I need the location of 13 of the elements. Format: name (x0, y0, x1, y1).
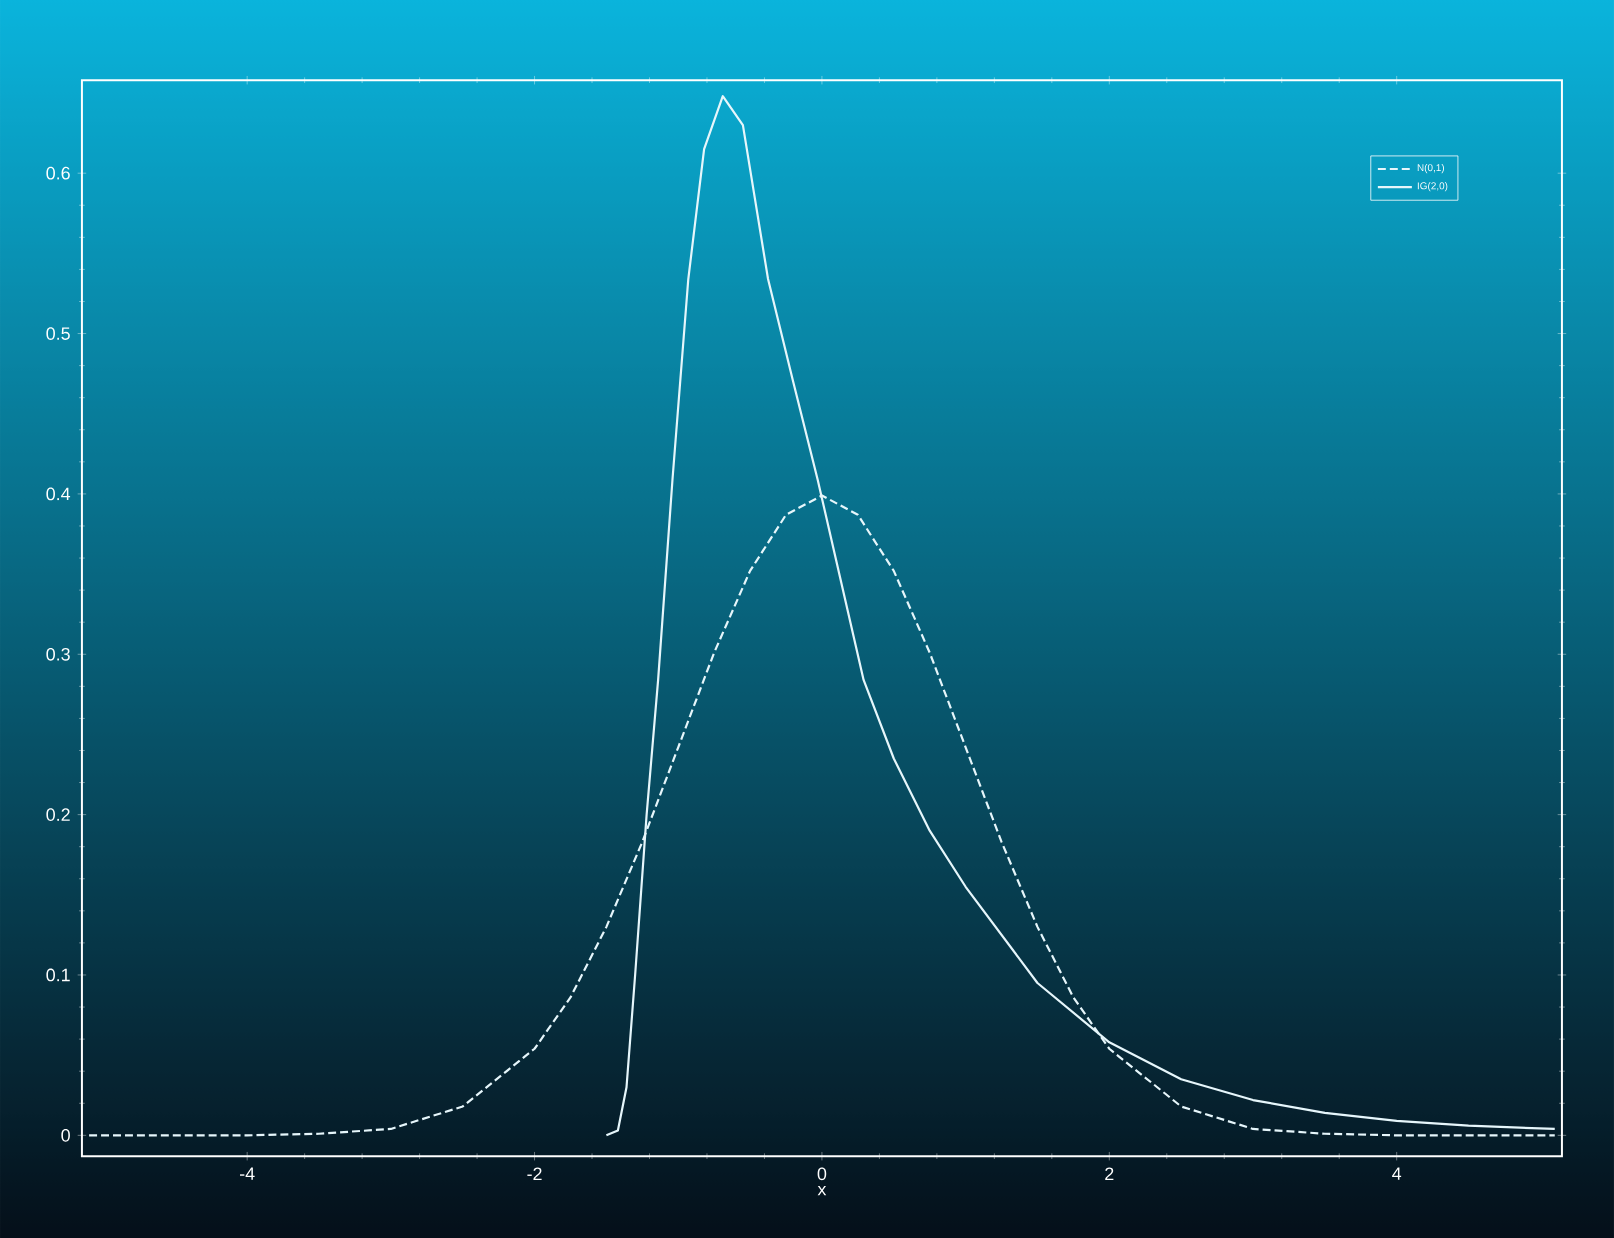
y-tick-label: 0 (61, 1128, 70, 1142)
x-tick-label: -2 (527, 1167, 542, 1180)
x-tick-label: 2 (1105, 1167, 1114, 1180)
x-tick-label: -4 (240, 1167, 255, 1180)
x-tick-label: 4 (1392, 1167, 1402, 1180)
y-tick-label: 0.5 (46, 327, 70, 340)
y-tick-label: 0.2 (46, 808, 70, 821)
x-tick-label: 0 (817, 1167, 827, 1181)
y-tick-label: 0.6 (46, 166, 70, 180)
y-tick-label: 0.4 (46, 487, 71, 501)
y-tick-label: 0.1 (46, 968, 70, 982)
x-axis-title: x (817, 1185, 827, 1196)
y-tick-label: 0.3 (46, 647, 70, 661)
